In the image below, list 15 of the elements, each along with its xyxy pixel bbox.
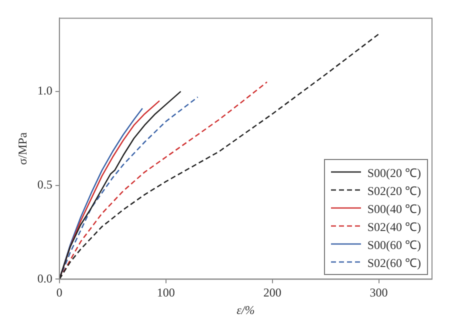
legend-label: S02(20 ℃)	[367, 182, 421, 199]
y-tick-label: 1.0	[37, 84, 52, 98]
x-tick-label: 300	[370, 286, 388, 300]
x-axis-title: ε/%	[236, 302, 255, 317]
legend-label: S02(60 ℃)	[367, 254, 421, 271]
legend-label: S00(20 ℃)	[367, 164, 421, 181]
y-tick-label: 0.5	[37, 177, 52, 192]
legend-label: S00(60 ℃)	[367, 236, 421, 253]
legend-label: S02(40 ℃)	[367, 218, 421, 235]
x-tick-label: 200	[263, 286, 282, 300]
y-axis-title: σ/MPa	[15, 132, 30, 165]
x-tick-label: 100	[156, 286, 175, 300]
y-tick-label: 0.0	[37, 271, 52, 286]
legend-label: S00(40 ℃)	[367, 200, 421, 217]
x-tick-label: 0	[56, 286, 62, 300]
